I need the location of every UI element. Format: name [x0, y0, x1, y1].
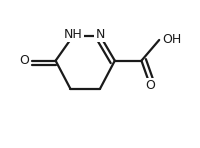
- Text: O: O: [19, 54, 29, 67]
- Text: O: O: [145, 79, 155, 92]
- Text: OH: OH: [162, 33, 181, 46]
- Text: NH: NH: [64, 28, 83, 41]
- Text: N: N: [95, 28, 105, 41]
